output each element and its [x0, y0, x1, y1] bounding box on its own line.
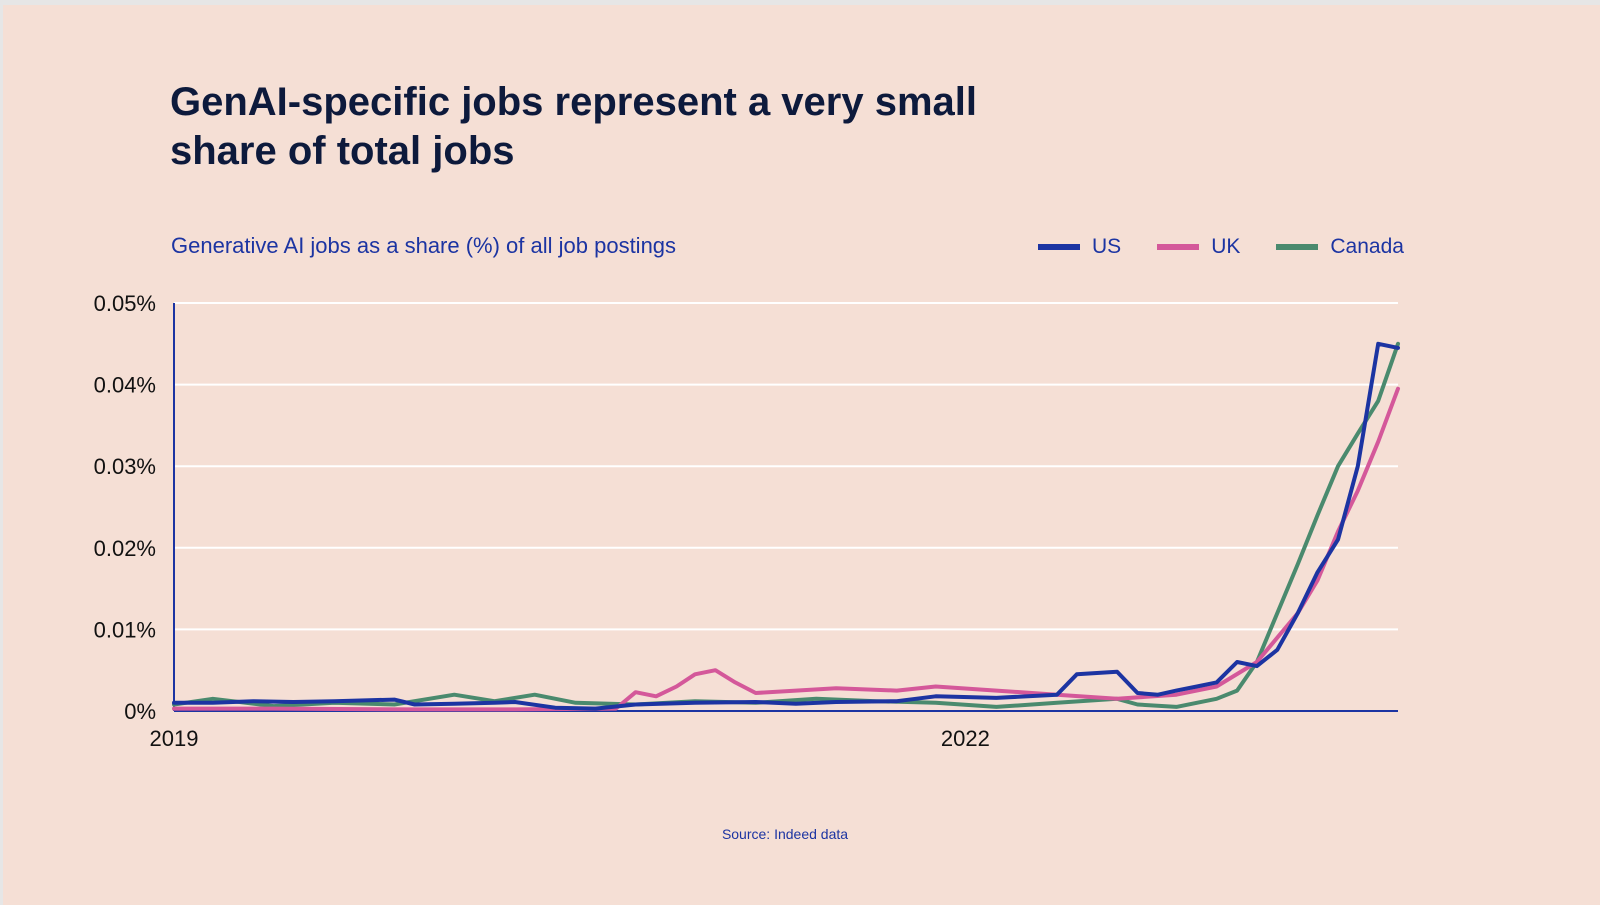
legend-swatch-us	[1038, 244, 1080, 250]
y-tick-label: 0.03%	[94, 454, 156, 479]
x-tick-label: 2022	[941, 726, 990, 751]
y-tick-label: 0.05%	[94, 291, 156, 316]
y-tick-label: 0%	[124, 699, 156, 724]
series-line-uk	[172, 386, 1400, 712]
slide-background	[3, 5, 1600, 905]
x-tick-label: 2019	[150, 726, 199, 751]
series-line-canada	[172, 341, 1400, 709]
legend-swatch-uk	[1157, 244, 1200, 250]
y-tick-label: 0.02%	[94, 536, 156, 561]
legend-swatch-canada	[1276, 244, 1319, 250]
legend-label-uk: UK	[1211, 235, 1241, 258]
source-note: Source: Indeed data	[721, 826, 849, 842]
legend-label-us: US	[1092, 235, 1122, 258]
legend-item-canada: Canada	[1276, 235, 1404, 259]
legend-label-canada: Canada	[1330, 235, 1404, 258]
series-line-us	[172, 341, 1400, 711]
legend: US UK Canada	[1038, 233, 1404, 261]
legend-item-us: US	[1038, 235, 1121, 259]
y-tick-label: 0.04%	[94, 373, 156, 398]
legend-item-uk: UK	[1157, 235, 1240, 259]
chart-subtitle: Generative AI jobs as a share (%) of all…	[171, 233, 677, 258]
chart-title: GenAI-specific jobs represent a very sma…	[170, 80, 978, 173]
y-tick-label: 0.01%	[94, 617, 156, 642]
